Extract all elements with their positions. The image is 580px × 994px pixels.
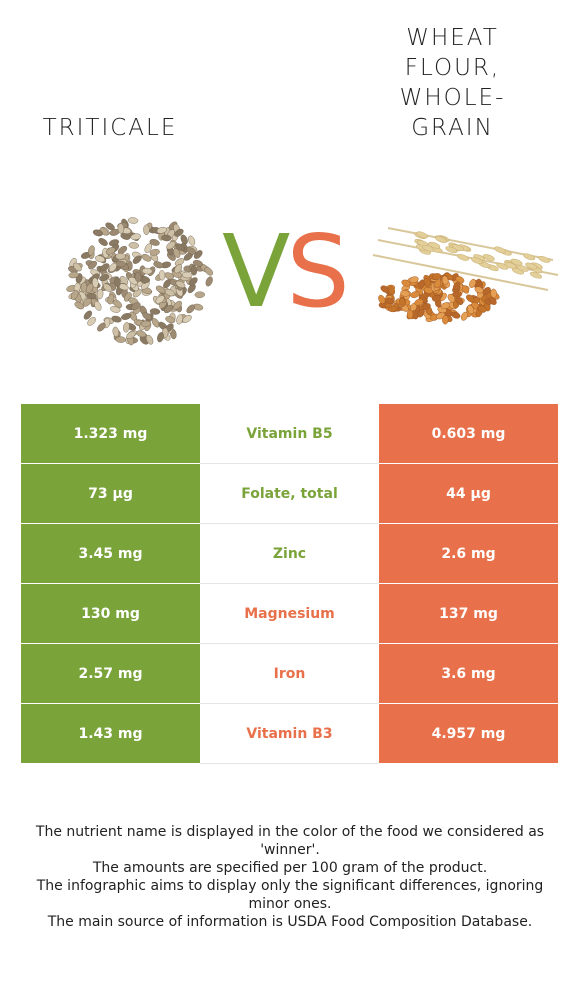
footnote-line: The main source of information is USDA F… [47, 914, 533, 930]
table-row: 1.323 mg Vitamin B5 0.603 mg [21, 404, 558, 464]
vs-s: S [286, 213, 350, 330]
right-value: 2.6 mg [379, 523, 558, 584]
right-value: 137 mg [379, 583, 558, 644]
nutrient-name: Folate, total [200, 463, 379, 524]
table-row: 2.57 mg Iron 3.6 mg [21, 643, 558, 704]
vs-label: VS [222, 222, 352, 322]
triticale-grains-icon [55, 200, 230, 360]
left-value: 1.43 mg [21, 703, 200, 764]
right-food-title: Wheat flour, whole-grain [399, 25, 506, 141]
left-value: 1.323 mg [21, 404, 200, 464]
right-value: 4.957 mg [379, 703, 558, 764]
left-value: 3.45 mg [21, 523, 200, 584]
footnote-line: The infographic aims to display only the… [36, 878, 544, 912]
right-value: 0.603 mg [379, 404, 558, 464]
table-row: 3.45 mg Zinc 2.6 mg [21, 523, 558, 584]
nutrient-name: Vitamin B3 [200, 703, 379, 764]
table-row: 73 µg Folate, total 44 µg [21, 463, 558, 524]
footnote: The nutrient name is displayed in the co… [20, 823, 560, 931]
right-value: 44 µg [379, 463, 558, 524]
nutrient-name: Iron [200, 643, 379, 704]
left-food-title: Triticale [42, 115, 178, 141]
footnote-line: The amounts are specified per 100 gram o… [92, 860, 488, 876]
nutrient-name: Vitamin B5 [200, 404, 379, 464]
comparison-table: 1.323 mg Vitamin B5 0.603 mg 73 µg Folate, t… [21, 404, 558, 764]
table-row: 130 mg Magnesium 137 mg [21, 583, 558, 644]
footnote-line: The nutrient name is displayed in the co… [35, 824, 545, 858]
left-value: 73 µg [21, 463, 200, 524]
left-value: 2.57 mg [21, 643, 200, 704]
nutrient-name: Zinc [200, 523, 379, 584]
vs-v: V [222, 213, 290, 330]
left-value: 130 mg [21, 583, 200, 644]
table-row: 1.43 mg Vitamin B3 4.957 mg [21, 703, 558, 764]
wheat-grains-icon [368, 220, 563, 330]
nutrient-name: Magnesium [200, 583, 379, 644]
right-value: 3.6 mg [379, 643, 558, 704]
